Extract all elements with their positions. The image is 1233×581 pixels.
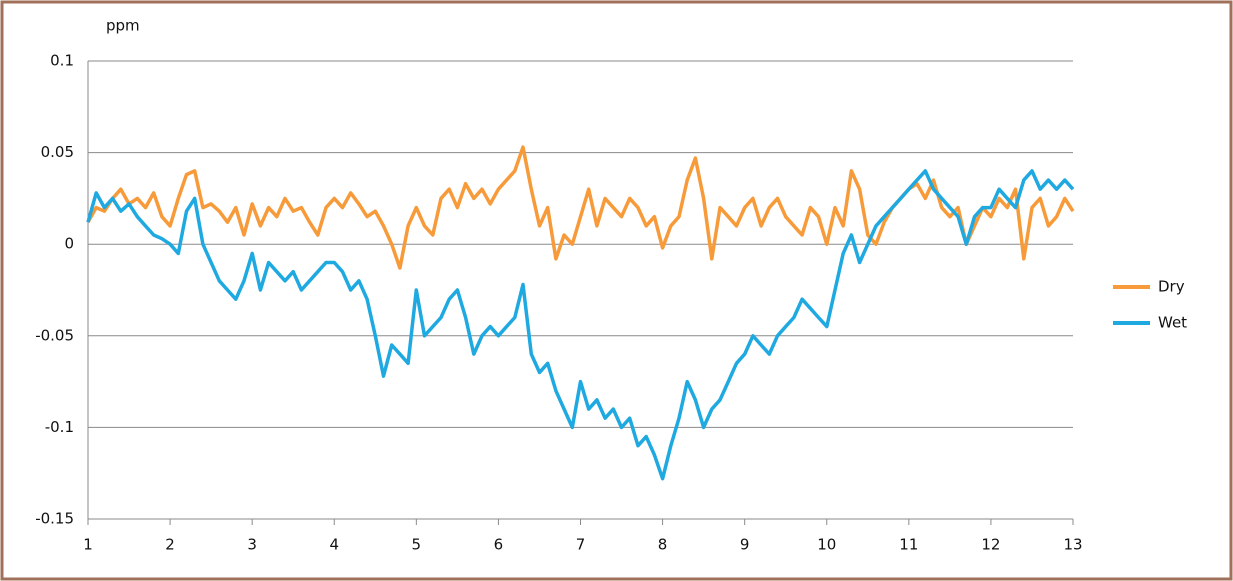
y-tick-label: 0.05 — [41, 143, 74, 161]
x-tick-label: 11 — [899, 536, 918, 554]
x-tick-label: 8 — [658, 536, 668, 554]
x-tick-label: 9 — [740, 536, 750, 554]
x-tick-label: 6 — [494, 536, 504, 554]
x-tick-label: 7 — [576, 536, 586, 554]
y-axis-label: ppm — [106, 17, 140, 35]
y-tick-label: 0.1 — [50, 52, 74, 70]
line-series — [86, 169, 1075, 481]
x-tick-label: 3 — [247, 536, 257, 554]
y-tick-label: -0.05 — [35, 326, 74, 344]
y-tick-label: -0.15 — [35, 510, 74, 528]
legend-label: Dry — [1158, 278, 1185, 296]
x-tick-label: 1 — [83, 536, 93, 554]
y-tick-label: -0.1 — [45, 418, 74, 436]
y-tick-label: 0 — [64, 235, 74, 253]
x-tick-label: 4 — [329, 536, 339, 554]
x-tick-label: 12 — [981, 536, 1000, 554]
legend-label: Wet — [1158, 314, 1187, 332]
x-tick-label: 13 — [1063, 536, 1082, 554]
x-tick-label: 10 — [817, 536, 836, 554]
x-tick-label: 5 — [412, 536, 422, 554]
x-tick-label: 2 — [165, 536, 175, 554]
